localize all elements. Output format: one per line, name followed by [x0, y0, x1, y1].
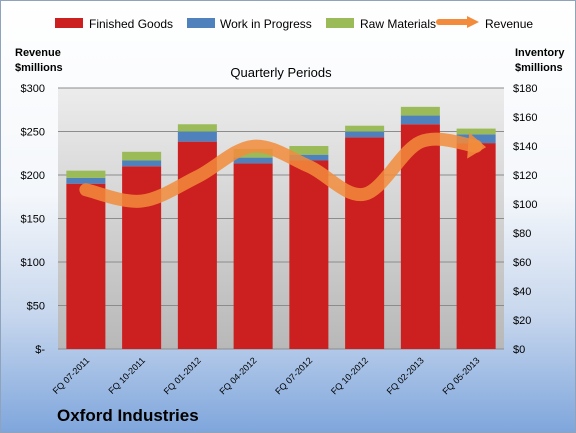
- x-tick-label: FQ 07-2011: [51, 355, 92, 396]
- company-name: Oxford Industries: [57, 406, 199, 425]
- legend: Finished Goods Work in Progress Raw Mate…: [55, 16, 533, 31]
- left-axis-title-line2: $millions: [15, 62, 63, 74]
- bar-raw-materials: [233, 148, 273, 158]
- legend-label-revenue: Revenue: [485, 17, 533, 31]
- bar-raw-materials: [400, 106, 440, 116]
- bar-finished-goods: [456, 143, 496, 349]
- revenue-line-layer: [79, 132, 487, 208]
- left-axis-title-line1: Revenue: [15, 47, 61, 59]
- right-tick-label: $40: [513, 286, 531, 298]
- right-tick-label: $120: [513, 170, 537, 182]
- legend-label-raw-materials: Raw Materials: [360, 17, 436, 31]
- bar-raw-materials: [289, 146, 329, 155]
- left-tick-label: $50: [27, 301, 45, 313]
- legend-label-finished-goods: Finished Goods: [89, 17, 173, 31]
- x-tick-label: FQ 10-2011: [106, 355, 147, 396]
- bar-work-in-progress: [400, 115, 440, 125]
- legend-swatch-raw-materials: [326, 18, 354, 28]
- right-tick-label: $20: [513, 315, 531, 327]
- bar-finished-goods: [345, 137, 385, 349]
- x-tick-label: FQ 01-2012: [162, 355, 203, 396]
- x-tick-label: FQ 07-2012: [273, 355, 314, 396]
- revenue-arrowhead-icon: [467, 132, 487, 159]
- x-tick-label: FQ 04-2012: [218, 355, 259, 396]
- revenue-line: [79, 132, 483, 208]
- left-tick-label: $-: [35, 344, 45, 356]
- right-tick-label: $80: [513, 228, 531, 240]
- left-tick-label: $100: [21, 257, 45, 269]
- chart-title: Quarterly Periods: [230, 65, 332, 80]
- bar-raw-materials: [456, 128, 496, 135]
- bar-finished-goods: [289, 160, 329, 349]
- x-tick-label: FQ 02-2013: [385, 355, 426, 396]
- right-axis-title-line1: Inventory: [515, 47, 565, 59]
- bar-raw-materials: [345, 125, 385, 132]
- legend-swatch-finished-goods: [55, 18, 83, 28]
- left-tick-label: $300: [21, 83, 45, 95]
- bar-raw-materials: [122, 151, 162, 161]
- legend-arrowhead-icon: [467, 16, 479, 28]
- bar-raw-materials: [66, 170, 106, 178]
- bar-work-in-progress: [122, 160, 162, 167]
- legend-label-work-in-progress: Work in Progress: [220, 17, 312, 31]
- bar-work-in-progress: [289, 154, 329, 161]
- bar-raw-materials: [177, 124, 217, 132]
- legend-swatch-work-in-progress: [187, 18, 215, 28]
- right-tick-label: $160: [513, 112, 537, 124]
- bar-work-in-progress: [66, 177, 106, 184]
- x-tick-label: FQ 10-2012: [329, 355, 370, 396]
- right-tick-label: $0: [513, 344, 525, 356]
- right-axis-title-line2: $millions: [515, 62, 563, 74]
- bar-finished-goods: [233, 163, 273, 349]
- left-tick-label: $200: [21, 170, 45, 182]
- left-tick-label: $150: [21, 214, 45, 226]
- bar-work-in-progress: [345, 131, 385, 138]
- bar-finished-goods: [66, 183, 106, 349]
- left-tick-label: $250: [21, 127, 45, 139]
- right-tick-label: $100: [513, 199, 537, 211]
- right-tick-label: $140: [513, 141, 537, 153]
- x-tick-label: FQ 05-2013: [441, 355, 482, 396]
- right-tick-label: $180: [513, 83, 537, 95]
- bar-work-in-progress: [233, 157, 273, 164]
- right-tick-label: $60: [513, 257, 531, 269]
- bar-work-in-progress: [177, 131, 217, 142]
